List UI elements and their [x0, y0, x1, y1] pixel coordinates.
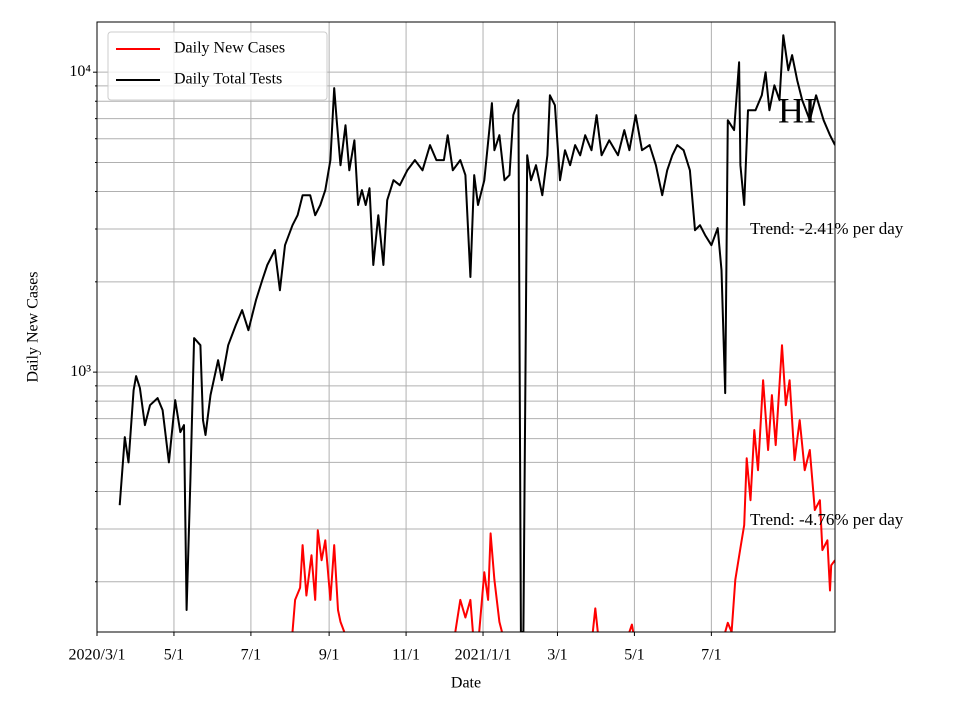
x-tick-label: 2021/1/1 [455, 647, 512, 664]
x-tick-label: 7/1 [241, 647, 261, 664]
x-tick-label: 2020/3/1 [69, 647, 126, 664]
x-tick-label: 5/1 [624, 647, 644, 664]
legend: Daily New Cases Daily Total Tests [107, 31, 328, 101]
series-line [118, 34, 835, 632]
grid [96, 22, 835, 632]
legend-label: Daily New Cases [174, 40, 285, 57]
y-tick-label: 10⁴ [69, 63, 91, 80]
y-axis-label: Daily New Cases [25, 271, 42, 382]
x-tick-label: 9/1 [319, 647, 339, 664]
series-line [291, 344, 835, 632]
y-tick-label: 10³ [70, 363, 91, 380]
x-tick-label: 7/1 [701, 647, 721, 664]
x-tick-label: 11/1 [392, 647, 420, 664]
annotation: HI [778, 90, 816, 130]
x-tick-label: 3/1 [547, 647, 567, 664]
annotation: Trend: -4.76% per day [750, 510, 904, 529]
plot-lines [118, 34, 835, 632]
x-tick-label: 5/1 [164, 647, 184, 664]
annotation: Trend: -2.41% per day [750, 219, 904, 238]
x-axis-label: Date [451, 675, 481, 692]
plot-frame [96, 21, 836, 633]
legend-box [107, 31, 328, 101]
legend-label: Daily Total Tests [174, 71, 282, 88]
